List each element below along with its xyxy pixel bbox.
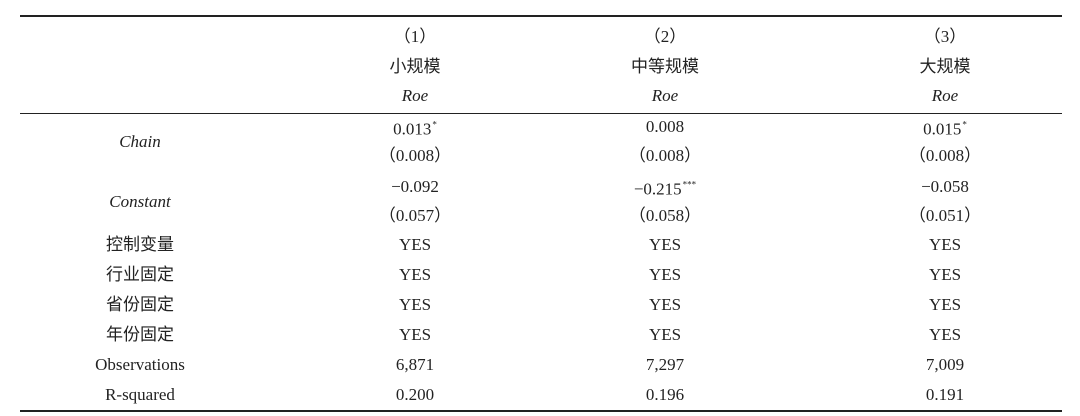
row-label: 行业固定 [106,265,174,284]
coefficient: 0.008 [645,117,685,136]
cell-value: YES [928,235,962,254]
coefficient-cell: −0.058 [921,177,969,197]
significance-stars: * [962,119,967,130]
coefficient-cell: −0.215*** [634,174,696,199]
cell-value: 7,297 [645,355,685,374]
cell-value: YES [398,235,432,254]
standard-error: （0.008） [628,146,702,165]
row-label: 控制变量 [106,235,174,254]
row-label: R-squared [105,385,175,404]
coefficient: −0.058 [921,176,969,196]
coefficient: 0.015 [923,119,962,139]
row-label: Chain [119,132,161,151]
row-label: 省份固定 [106,295,174,314]
coefficient: 0.013 [393,119,432,139]
header-rule [20,113,1062,114]
cell-value: YES [928,295,962,314]
cell-value: 6,871 [395,355,435,374]
row-label: 年份固定 [106,325,174,344]
cell-value: YES [648,265,682,284]
cell-value: YES [648,295,682,314]
cell-value: 7,009 [925,355,965,374]
cell-value: YES [398,295,432,314]
column-number: （1） [393,27,437,46]
cell-value: YES [648,235,682,254]
row-label: Constant [109,191,171,211]
coefficient-cell: −0.092 [391,177,439,197]
standard-error: （0.051） [908,205,982,225]
cell-value: YES [398,265,432,284]
coefficient: −0.215 [633,179,682,198]
cell-value: 0.191 [925,385,965,404]
cell-value: YES [928,265,962,284]
coefficient: −0.092 [391,176,439,196]
significance-stars: *** [682,179,697,189]
row-label: Observations [95,355,185,374]
coefficient-cell: 0.015* [923,115,967,140]
column-name: 大规模 [919,57,971,76]
dependent-variable: Roe [401,86,429,105]
cell-value: YES [928,325,962,344]
coefficient-cell: 0.013* [393,115,437,140]
cell-value: 0.200 [395,385,435,404]
dependent-variable: Roe [931,86,959,105]
cell-value: 0.196 [645,385,685,404]
standard-error: （0.058） [628,205,702,225]
dependent-variable: Roe [651,86,679,105]
top-rule [20,15,1062,17]
cell-value: YES [398,325,432,344]
bottom-rule [20,410,1062,412]
cell-value: YES [648,325,682,344]
significance-stars: * [432,119,437,130]
column-number: （3） [923,27,967,46]
column-number: （2） [643,27,687,46]
column-name: 中等规模 [631,57,699,76]
standard-error: （0.057） [378,205,452,225]
standard-error: （0.008） [378,146,452,165]
standard-error: （0.008） [908,146,982,165]
column-name: 小规模 [389,57,441,76]
coefficient-cell: 0.008 [646,117,684,137]
